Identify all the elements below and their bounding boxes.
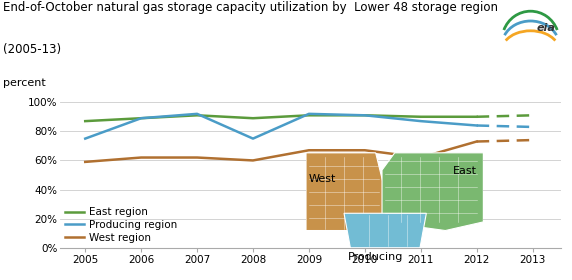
Polygon shape	[382, 153, 483, 230]
Text: East: East	[453, 166, 477, 176]
Text: (2005-13): (2005-13)	[3, 43, 61, 56]
Legend: East region, Producing region, West region: East region, Producing region, West regi…	[65, 207, 177, 242]
Polygon shape	[306, 153, 388, 230]
Polygon shape	[344, 213, 426, 248]
Text: West: West	[308, 174, 336, 185]
Text: eia: eia	[537, 23, 555, 33]
Text: percent: percent	[3, 78, 46, 88]
Text: End-of-October natural gas storage capacity utilization by  Lower 48 storage reg: End-of-October natural gas storage capac…	[3, 1, 498, 14]
Text: Producing: Producing	[348, 252, 403, 262]
